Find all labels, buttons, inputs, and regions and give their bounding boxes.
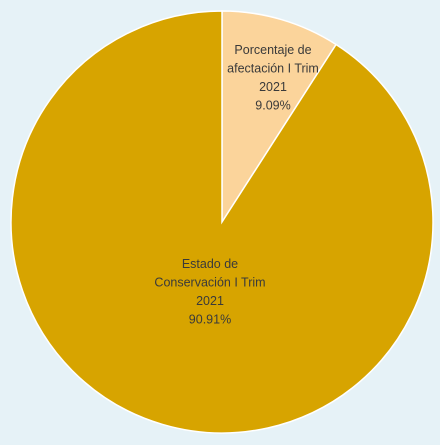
pie-slice-category-label: Porcentaje de bbox=[234, 43, 311, 57]
pie-slice-value-label: 9.09% bbox=[255, 99, 290, 113]
pie-slice-label-1: Estado de Conservación I Trim 2021 90.91% bbox=[154, 257, 265, 327]
pie-slice-0 bbox=[221, 10, 338, 225]
pie-slice-category-label: afectación I Trim bbox=[227, 62, 319, 76]
pie-slice-1 bbox=[10, 10, 434, 434]
pie-slice-label-0: Porcentaje de afectación I Trim 2021 9.09% bbox=[227, 43, 319, 113]
pie-slice-value-label: 90.91% bbox=[189, 313, 231, 327]
pie-slice-category-label: 2021 bbox=[196, 294, 224, 308]
pie-slice-category-label: 2021 bbox=[259, 80, 287, 94]
pie-slice-category-label: Conservación I Trim bbox=[154, 276, 265, 290]
pie-slice-category-label: Estado de bbox=[182, 257, 238, 271]
